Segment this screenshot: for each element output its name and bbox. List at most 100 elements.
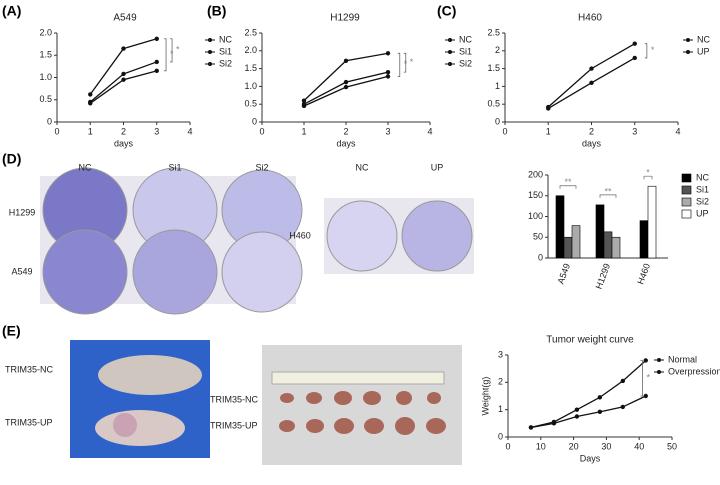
significance-bracket [403, 52, 407, 73]
x-tick-label: 3 [385, 126, 390, 136]
significance: * [651, 45, 655, 55]
legend-key [208, 50, 212, 54]
legend-label: NC [459, 34, 472, 44]
y-tick-label: 0 [498, 431, 503, 441]
bar [647, 185, 657, 259]
significance-bracket [559, 185, 577, 189]
panel-label: (D) [2, 151, 21, 167]
x-tick-label: 0 [505, 441, 510, 451]
bar [555, 195, 565, 259]
legend-label: NC [219, 34, 232, 44]
x-axis-label: days [336, 138, 356, 148]
point [343, 79, 349, 85]
y-tick-label: 0 [47, 116, 52, 126]
y-tick-label: 0 [538, 252, 543, 262]
y-tick-label: 0.5 [244, 99, 257, 109]
legend-label: UP [696, 208, 709, 218]
legend-label: UP [697, 46, 710, 56]
chart-title: A549 [113, 13, 137, 24]
legend-label: Si1 [219, 46, 232, 56]
y-tick-label: 1.5 [487, 63, 500, 73]
column-label: Si1 [168, 162, 181, 172]
point [121, 46, 126, 51]
column-label: NC [79, 162, 92, 172]
y-tick-label: 1.5 [244, 63, 257, 73]
y-tick-label: 100 [528, 211, 543, 221]
legend-key [448, 38, 452, 42]
x-tick-label: 30 [601, 441, 611, 451]
tumor-photo [262, 345, 462, 465]
column-label: Si2 [255, 162, 268, 172]
column-label: NC [356, 162, 369, 172]
point [343, 84, 349, 90]
point [343, 58, 349, 63]
y-tick-label: 2 [498, 377, 503, 387]
y-tick-label: 2.0 [244, 45, 257, 55]
point [546, 104, 551, 110]
row-label: H1299 [9, 207, 36, 217]
y-tick-label: 2 [495, 45, 500, 55]
chart-title: H460 [578, 13, 602, 24]
bar [571, 225, 581, 259]
y-tick-label: 1 [498, 404, 503, 414]
point [301, 103, 307, 109]
y-tick-label: 2.5 [244, 27, 257, 37]
x-tick-label: 4 [187, 126, 192, 136]
point [301, 98, 307, 103]
point [88, 101, 93, 106]
row-label: A549 [11, 266, 32, 276]
point [589, 66, 594, 71]
x-tick-label: 10 [536, 441, 546, 451]
point [385, 74, 391, 79]
legend-key [681, 209, 692, 219]
x-tick-label: 3 [154, 126, 159, 136]
x-axis-label: Days [580, 453, 601, 463]
bar [603, 231, 613, 259]
x-tick-label: 2 [589, 126, 594, 136]
legend-key [686, 50, 690, 54]
column-label: UP [431, 162, 444, 172]
significance: * [176, 45, 180, 55]
legend-label: NC [697, 34, 710, 44]
legend-key [681, 197, 692, 207]
line [530, 395, 647, 429]
legend-label: Overpression [668, 366, 720, 376]
significance-bracket [599, 194, 617, 198]
y-tick-label: 2.5 [487, 27, 500, 37]
x-tick-label: A549 [556, 262, 573, 285]
y-tick-label: 0.5 [487, 99, 500, 109]
panel-label: (B) [207, 3, 226, 19]
photo-label: TRIM35-UP [210, 420, 258, 430]
x-tick-label: 20 [569, 441, 579, 451]
point [154, 36, 159, 41]
y-tick-label: 50 [533, 232, 543, 242]
bar [563, 236, 573, 259]
point [632, 55, 637, 61]
point [551, 419, 557, 425]
y-tick-label: 1 [495, 81, 500, 91]
x-tick-label: 4 [427, 126, 432, 136]
x-tick-label: H1299 [594, 262, 612, 290]
x-tick-label: 40 [634, 441, 644, 451]
significance-bracket [640, 360, 643, 397]
y-tick-label: 1.0 [39, 72, 52, 82]
bar [595, 204, 605, 259]
significance-bracket [397, 52, 401, 77]
chart-title: H1299 [330, 13, 360, 24]
significance-bracket [164, 38, 167, 72]
legend-label: Si2 [696, 196, 709, 206]
point [597, 395, 603, 400]
x-tick-label: 0 [502, 126, 507, 136]
point [574, 414, 580, 419]
legend-label: Si2 [219, 58, 232, 68]
legend-key [681, 185, 692, 195]
point [597, 409, 603, 415]
point [385, 51, 391, 56]
panel-label: (C) [437, 3, 456, 19]
x-axis-label: days [582, 138, 602, 148]
photo-label: TRIM35-NC [210, 394, 259, 404]
point [154, 68, 159, 74]
y-tick-label: 0.5 [39, 94, 52, 104]
photo-label: TRIM35-UP [5, 417, 53, 427]
y-tick-label: 2.0 [39, 27, 52, 37]
